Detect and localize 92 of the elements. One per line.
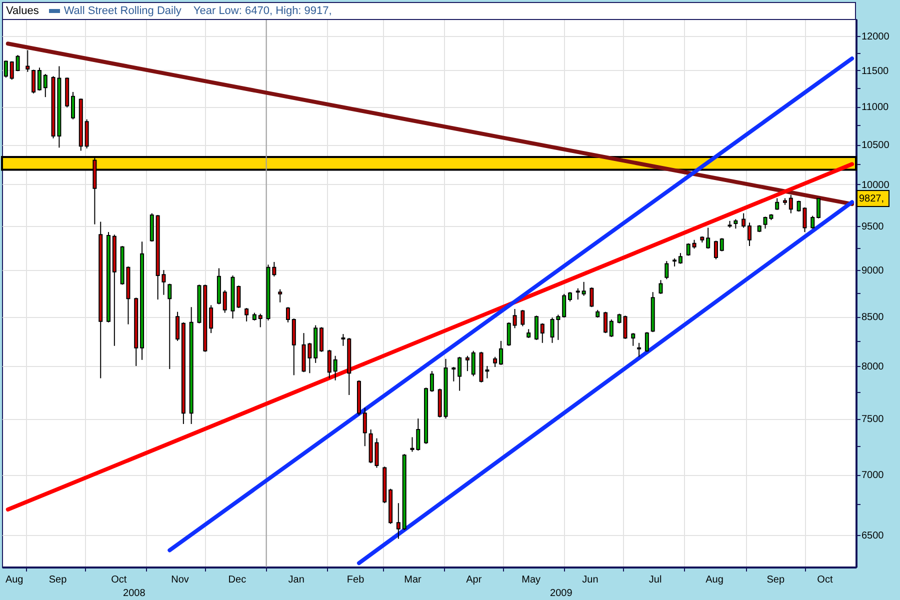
- x-tick-label: Mar: [404, 574, 422, 586]
- candlestick: [788, 194, 793, 214]
- text: 2009: [550, 588, 573, 599]
- candlestick: [590, 286, 594, 308]
- y-tick-label: 8500: [862, 312, 884, 324]
- x-tick-label: Jun: [582, 574, 598, 586]
- candlestick: [32, 69, 36, 94]
- y-tick-label: 12000: [862, 31, 890, 42]
- x-tick-label: Aug: [706, 574, 724, 586]
- y-tick-label: 11500: [862, 66, 890, 77]
- candlestick: [327, 349, 332, 379]
- x-tick-label: Dec: [228, 574, 246, 586]
- candlestick: [678, 252, 682, 264]
- candlestick: [333, 355, 338, 381]
- candlestick: [664, 260, 669, 280]
- x-tick-label: Apr: [466, 574, 482, 586]
- candlestick: [520, 309, 525, 327]
- candlestick: [742, 212, 746, 228]
- candlestick: [458, 356, 462, 392]
- candlestick: [609, 318, 614, 338]
- candlestick: [410, 436, 414, 452]
- candlestick: [416, 418, 420, 452]
- candlestick: [568, 292, 572, 302]
- annotation: 9827,: [859, 193, 884, 204]
- candlestick: [582, 281, 586, 296]
- candlestick: [465, 355, 470, 372]
- candlestick: [258, 313, 262, 328]
- y-tick-label: 10000: [862, 180, 890, 191]
- x-tick-label: Aug: [5, 574, 24, 586]
- y-tick-label: 6500: [862, 530, 884, 542]
- candlestick: [534, 315, 538, 340]
- x-tick-label: Jan: [288, 574, 304, 586]
- y-tick-label: 7500: [862, 414, 884, 426]
- y-tick-label: 7000: [862, 470, 884, 482]
- x-tick-label: Oct: [111, 574, 127, 586]
- legend-title: Values: [6, 5, 39, 17]
- candlestick: [452, 366, 456, 382]
- candlestick: [278, 288, 282, 303]
- candlestick: [4, 60, 8, 78]
- x-tick-label: Jul: [648, 574, 662, 586]
- text: Wall Street Rolling Daily: [64, 5, 182, 17]
- candlestick: [286, 306, 290, 323]
- y-tick-label: 9500: [862, 222, 884, 233]
- candlestick: [775, 198, 780, 210]
- candlestick: [430, 370, 434, 392]
- candlestick: [320, 326, 324, 352]
- x-tick-label: Sep: [48, 574, 68, 586]
- candlestick: [26, 50, 30, 72]
- y-tick-label: 9000: [862, 266, 884, 277]
- candlestick: [10, 60, 14, 80]
- candlestick: [576, 288, 580, 300]
- y-tick-label: 11000: [862, 102, 890, 114]
- candlestick: [714, 240, 718, 260]
- candlestick: [341, 334, 346, 346]
- candlestick: [658, 280, 663, 294]
- x-tick-label: Nov: [171, 574, 189, 586]
- candlestick: [506, 322, 511, 346]
- candlestick: [37, 67, 42, 92]
- candlestick: [644, 332, 649, 352]
- candlestick: [168, 283, 172, 370]
- candlestick: [71, 91, 75, 120]
- candlestick: [637, 342, 642, 358]
- candlestick: [16, 54, 20, 72]
- candlestick: [816, 198, 821, 219]
- x-tick-label: Oct: [817, 574, 833, 586]
- candlestick: [362, 407, 367, 447]
- y-tick-label: 10500: [862, 140, 890, 152]
- candlestick: [493, 356, 498, 368]
- text: Year Low: 6470, High: 9917,: [193, 5, 332, 17]
- candlestick: [706, 227, 710, 250]
- candlestick: [631, 332, 636, 346]
- text: 2008: [123, 588, 146, 599]
- candlestick: [498, 340, 503, 366]
- candlestick: [471, 350, 476, 377]
- x-tick-label: Sep: [766, 574, 785, 586]
- candlestick: [43, 73, 48, 98]
- x-tick-label: May: [522, 574, 541, 586]
- candlestick: [734, 218, 738, 230]
- candlestick: [540, 322, 544, 344]
- candlestick: [176, 311, 180, 342]
- candlestick: [244, 308, 249, 322]
- candlestick: [604, 311, 608, 334]
- candlestick: [396, 502, 400, 540]
- x-tick-label: Feb: [346, 574, 365, 586]
- candlestick: [209, 304, 214, 334]
- candlestick: [810, 215, 815, 230]
- candlestick: [562, 293, 566, 318]
- y-tick-label: 8000: [862, 361, 884, 372]
- candlestick: [512, 308, 517, 329]
- candlestick: [720, 238, 724, 252]
- candlestick: [222, 290, 227, 314]
- candlestick: [747, 222, 752, 246]
